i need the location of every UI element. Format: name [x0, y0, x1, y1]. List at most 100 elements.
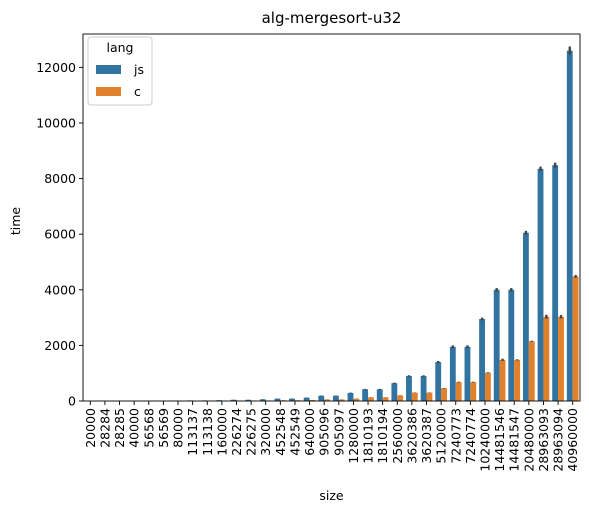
bar-js-2560000	[391, 383, 398, 401]
legend: lang js c	[87, 36, 153, 106]
bar-js-905096	[318, 395, 325, 401]
y-tick-label: 4000	[44, 282, 76, 297]
bar-js-452548	[274, 398, 281, 401]
x-tick-label: 14481546	[492, 408, 507, 472]
x-tick-label: 5120000	[434, 408, 449, 464]
bar-c-905096	[324, 399, 331, 401]
y-axis-title: time	[8, 207, 23, 236]
bar-c-1280000	[353, 398, 360, 401]
x-tick-label: 452548	[273, 408, 288, 456]
bar-c-1810194	[382, 397, 389, 401]
y-tick-label: 12000	[36, 60, 76, 75]
bar-c-28963093	[543, 316, 550, 401]
x-tick-label: 2560000	[390, 408, 405, 464]
bar-js-1280000	[347, 392, 354, 401]
legend-swatch-js	[96, 65, 121, 74]
bar-c-640000	[309, 400, 316, 401]
bar-js-320000	[259, 399, 266, 401]
x-tick-label: 20480000	[521, 408, 536, 472]
chart-title: alg-mergesort-u32	[262, 9, 402, 27]
bar-c-40960000	[572, 276, 579, 401]
legend-label-c: c	[134, 84, 141, 99]
y-tick-label: 0	[68, 394, 76, 409]
x-tick-label: 40960000	[565, 408, 580, 472]
errorbars-layer	[86, 46, 577, 401]
bar-js-14481546	[493, 289, 500, 401]
x-tick-label: 113137	[185, 408, 200, 456]
bar-c-1810193	[368, 397, 374, 401]
x-tick-label: 14481547	[507, 408, 522, 472]
bar-c-7240773	[455, 382, 462, 401]
x-tick-label: 28284	[97, 408, 112, 448]
x-tick-label: 452549	[287, 408, 302, 456]
bar-c-28963094	[558, 316, 564, 401]
bar-c-14481547	[514, 359, 521, 401]
bar-c-3620386	[411, 392, 418, 401]
bar-c-5120000	[441, 388, 447, 401]
legend-swatch-c	[96, 87, 121, 96]
x-tick-label: 3620386	[404, 408, 419, 464]
legend-title: lang	[107, 40, 134, 55]
bar-c-14481546	[499, 359, 506, 401]
x-axis-title: size	[319, 488, 344, 503]
y-tick-label: 2000	[44, 338, 76, 353]
plot-frame	[82, 33, 581, 402]
x-tick-label: 7240773	[448, 408, 463, 464]
x-tick-label: 1810193	[361, 408, 376, 464]
x-tick-label: 3620387	[419, 408, 434, 464]
bar-js-20480000	[522, 232, 529, 401]
x-tick-label: 20000	[83, 408, 98, 448]
x-tick-label: 40000	[127, 408, 142, 448]
bar-c-10240000	[484, 372, 491, 401]
x-tick-label: 905097	[331, 408, 346, 456]
x-tick-label: 160000	[214, 408, 229, 456]
bar-js-226275	[245, 399, 252, 401]
bar-c-3620387	[426, 392, 433, 401]
bar-js-28963094	[552, 165, 559, 401]
x-tick-label: 28963094	[551, 408, 566, 472]
bar-c-905097	[338, 399, 345, 401]
bar-js-226274	[230, 399, 237, 401]
bar-js-7240774	[464, 346, 471, 401]
bar-c-20480000	[528, 341, 535, 401]
y-tick-label: 8000	[44, 171, 76, 186]
bar-js-28963093	[537, 168, 544, 401]
bar-js-640000	[303, 397, 310, 401]
x-tick-label: 640000	[302, 408, 317, 456]
bar-c-2560000	[397, 395, 404, 401]
x-tick-label: 113138	[200, 408, 215, 456]
x-tick-label: 226275	[244, 408, 259, 456]
bar-js-40960000	[566, 50, 573, 402]
x-ticks: 20000 28284 28285 40000 56568 56569 80000 11313…	[83, 401, 580, 472]
bar-js-1810194	[376, 389, 383, 401]
x-tick-label: 1280000	[346, 408, 361, 464]
bar-js-3620387	[420, 375, 427, 401]
bar-js-1810193	[362, 389, 369, 401]
x-tick-label: 10240000	[477, 408, 492, 472]
bar-js-3620386	[406, 375, 412, 401]
x-tick-label: 56568	[141, 408, 156, 448]
bar-js-14481547	[508, 289, 515, 401]
x-tick-label: 80000	[171, 408, 186, 448]
bar-js-905097	[332, 395, 339, 401]
legend-label-js: js	[133, 62, 144, 77]
x-tick-label: 1810194	[375, 408, 390, 464]
y-tick-label: 6000	[44, 227, 76, 242]
y-ticks: 0 2000 4000 6000 8000 10000 12000	[36, 60, 83, 409]
x-tick-label: 28963093	[536, 408, 551, 472]
bar-js-5120000	[435, 362, 442, 401]
x-tick-label: 320000	[258, 408, 273, 456]
axes-layer	[82, 33, 581, 402]
y-tick-label: 10000	[36, 115, 76, 130]
bars-layer	[84, 50, 579, 402]
bar-js-10240000	[479, 318, 485, 401]
x-tick-label: 56569	[156, 408, 171, 448]
x-tick-label: 28285	[112, 408, 127, 448]
bar-c-7240774	[470, 382, 477, 401]
x-tick-label: 226274	[229, 408, 244, 456]
bar-js-452549	[289, 398, 295, 401]
x-tick-label: 7240774	[463, 408, 478, 464]
bar-js-7240773	[449, 346, 456, 401]
